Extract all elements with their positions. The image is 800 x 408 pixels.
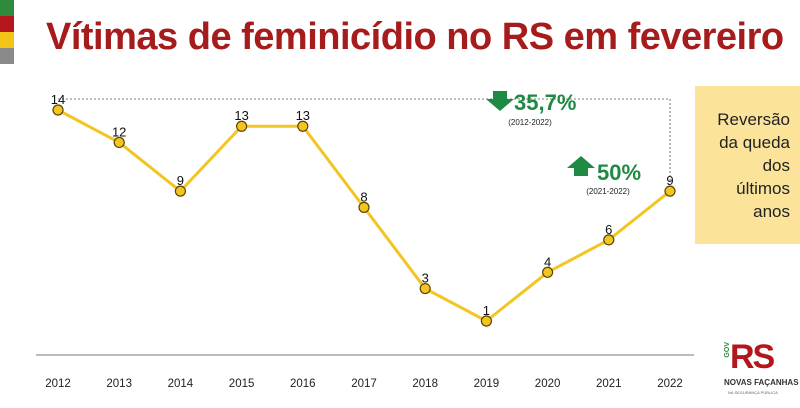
logo-subtitle: NA SEGURANÇA PÚBLICA [728,390,778,395]
logo-slogan: NOVAS FAÇANHAS [724,378,799,387]
data-label-2021: 6 [605,222,612,237]
data-point-2022 [664,185,676,197]
x-tick-2016: 2016 [290,378,316,390]
data-label-2012: 14 [51,92,65,107]
data-point-2019 [480,315,492,327]
data-point-2013 [113,136,125,149]
data-point-2017 [358,201,370,213]
x-tick-2015: 2015 [229,378,255,390]
arrow-down-icon [486,91,514,111]
data-point-2021 [603,234,615,246]
flag-stripe-gray [0,48,14,64]
x-tick-2019: 2019 [474,378,500,390]
x-tick-2017: 2017 [351,378,377,390]
annotation-period-2: (2021-2022) [586,187,630,196]
x-tick-2022: 2022 [657,378,683,390]
chart-title: Vítimas de feminicídio no RS em fevereir… [46,16,784,58]
data-point-2018 [419,282,431,295]
data-label-2016: 13 [296,108,310,123]
comparison-dashed-line [58,98,671,182]
annotation-period-1: (2012-2022) [508,118,552,127]
x-tick-2013: 2013 [106,378,132,390]
flag-stripe-green [0,0,14,16]
data-point-2016 [297,120,309,132]
logo-rs-letters: RS [730,338,775,377]
rs-logo: GOV RS NOVAS FAÇANHAS NA SEGURANÇA PÚBLI… [724,338,799,402]
x-tick-2020: 2020 [535,378,561,390]
annotation-value-1: 35,7% [514,90,576,115]
data-label-2019: 1 [483,303,490,318]
data-label-2013: 12 [112,124,126,139]
annotation-value-2: 50% [597,160,641,185]
x-tick-2018: 2018 [412,378,438,390]
x-tick-2012: 2012 [45,378,71,390]
flag-stripe-yellow [0,32,14,48]
arrow-up-icon [567,156,595,176]
data-point-2012 [52,104,64,116]
data-point-2014 [174,185,186,197]
data-point-2020 [541,266,554,278]
flag-stripe-red [0,16,14,32]
reversal-callout: Reversão da queda dos últimos anos [695,86,800,244]
data-label-2018: 3 [422,271,429,286]
x-tick-2014: 2014 [168,378,194,390]
series-line [57,108,671,323]
x-tick-2021: 2021 [596,378,622,390]
data-label-2022: 9 [666,173,673,188]
data-label-2015: 13 [234,108,248,123]
data-point-2015 [236,120,248,132]
flag-stripes [0,0,14,64]
data-label-2014: 9 [177,173,184,188]
reversal-callout-text: Reversão da queda dos últimos anos [717,109,790,221]
logo-rs-text: RS [730,338,775,376]
data-label-2020: 4 [544,254,551,269]
data-label-2017: 8 [360,189,367,204]
